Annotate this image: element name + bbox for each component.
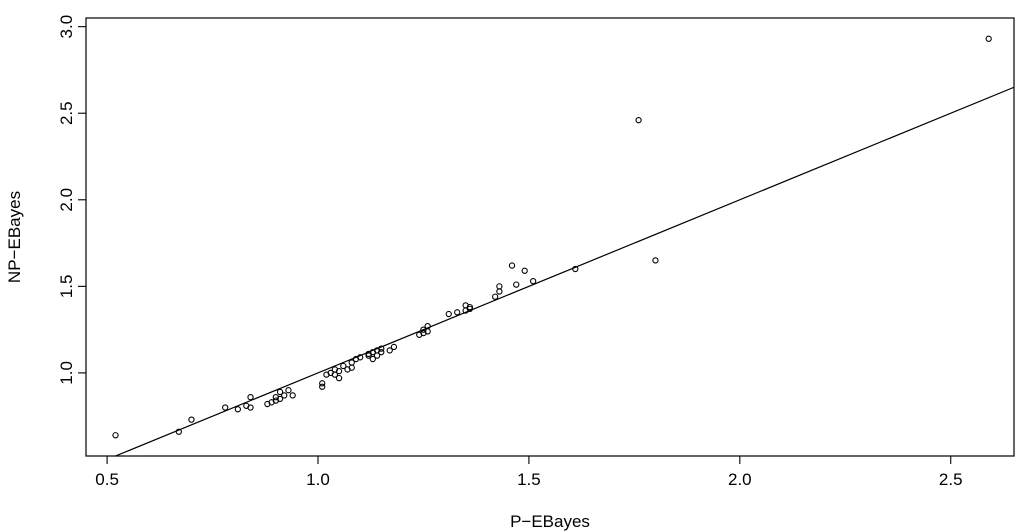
x-axis-title: P−EBayes xyxy=(510,512,590,531)
data-point xyxy=(348,364,355,371)
x-tick-label: 0.5 xyxy=(95,470,119,489)
data-point xyxy=(496,288,503,295)
y-tick-label: 2.5 xyxy=(57,101,76,125)
data-point xyxy=(635,116,642,124)
reference-line-layer xyxy=(113,86,1014,456)
data-point xyxy=(281,392,288,399)
x-axis: 0.5 1.0 1.5 2.0 2.5 xyxy=(95,456,963,489)
data-point xyxy=(335,368,343,375)
data-point xyxy=(247,393,254,401)
x-tick-label: 2.0 xyxy=(728,470,752,489)
data-point xyxy=(289,392,296,399)
x-tick-label: 1.5 xyxy=(517,470,541,489)
data-point xyxy=(508,262,516,269)
data-point xyxy=(492,293,499,300)
plot-frame xyxy=(85,17,1015,457)
x-tick-label: 2.5 xyxy=(939,470,963,489)
data-point xyxy=(378,345,385,352)
y-tick-label: 1.0 xyxy=(57,361,76,385)
reference-line xyxy=(113,86,1014,456)
data-point xyxy=(276,388,284,396)
data-point xyxy=(378,348,385,356)
y-axis-title: NP−EBayes xyxy=(5,191,24,283)
data-point xyxy=(652,257,659,264)
y-tick-label: 3.0 xyxy=(57,15,76,39)
data-point xyxy=(373,352,381,359)
data-point xyxy=(369,355,376,363)
data-point xyxy=(390,343,398,351)
data-point xyxy=(188,416,195,423)
y-tick-label: 1.5 xyxy=(57,275,76,299)
data-point xyxy=(331,371,339,378)
data-points xyxy=(112,35,992,439)
data-point xyxy=(424,323,431,330)
y-axis: 1.0 1.5 2.0 2.5 3.0 xyxy=(57,15,86,385)
data-point xyxy=(521,267,528,274)
data-point xyxy=(112,432,119,439)
data-point xyxy=(496,283,503,290)
data-point xyxy=(247,404,254,411)
data-point xyxy=(175,428,182,435)
data-point xyxy=(454,309,461,316)
data-point xyxy=(340,362,347,370)
data-point xyxy=(357,354,364,361)
y-tick-label: 2.0 xyxy=(57,188,76,212)
data-point xyxy=(445,310,452,318)
data-point xyxy=(285,387,292,394)
data-point xyxy=(466,303,473,311)
data-point xyxy=(513,281,520,288)
data-point xyxy=(386,347,393,354)
data-point xyxy=(529,277,537,285)
data-point xyxy=(985,35,992,42)
data-point xyxy=(335,374,343,382)
data-point xyxy=(276,395,284,403)
data-point xyxy=(319,380,326,387)
data-point xyxy=(319,383,326,390)
data-point xyxy=(222,404,229,411)
data-point xyxy=(572,265,579,273)
data-point xyxy=(234,406,241,413)
x-tick-label: 1.0 xyxy=(306,470,330,489)
